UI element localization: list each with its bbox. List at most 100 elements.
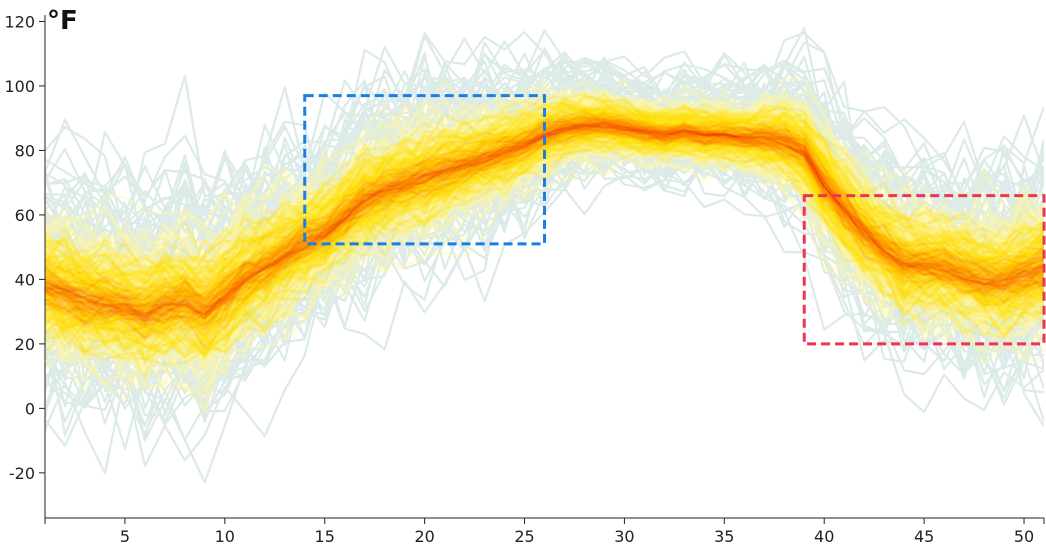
density-trace-low (45, 115, 1044, 337)
density-trace-low (45, 123, 1044, 350)
density-trace-low (45, 88, 1044, 276)
density-trace-low (45, 123, 1044, 368)
y-axis-unit-label: °F (47, 6, 78, 36)
density-trace-low (45, 112, 1044, 329)
density-trace-peak (45, 124, 1044, 317)
density-trace-low (45, 111, 1044, 371)
density-trace-low (45, 103, 1044, 326)
density-trace-mid (45, 133, 1044, 357)
density-trace-mid (45, 109, 1044, 302)
density-trace-low (45, 93, 1044, 323)
density-trace-low (45, 121, 1044, 363)
density-trace-mid (45, 110, 1044, 317)
density-trace-low (45, 101, 1044, 324)
density-trace-high (45, 120, 1044, 329)
density-trace-mid (45, 124, 1044, 333)
density-trace-low (45, 106, 1044, 349)
density-trace-low (45, 102, 1044, 326)
density-trace-low (45, 156, 1044, 411)
density-trace-mid (45, 116, 1044, 320)
blue-highlight (303, 94, 546, 246)
density-trace-mid (45, 112, 1044, 313)
density-trace-high (45, 128, 1044, 349)
y-tick-label: 100 (4, 77, 35, 96)
density-trace-low (45, 102, 1044, 311)
density-trace-high (45, 128, 1044, 324)
density-trace-mid (45, 125, 1044, 331)
density-trace-low (45, 137, 1044, 375)
density-trace-mid (45, 107, 1044, 301)
density-trace-low (45, 144, 1044, 366)
density-trace-high (45, 121, 1044, 323)
density-band (45, 77, 1044, 415)
density-trace-low (45, 107, 1044, 337)
y-tick-label: -20 (9, 464, 35, 483)
density-trace-low (45, 119, 1044, 332)
x-tick-label: 25 (514, 527, 534, 546)
density-trace-mid (45, 114, 1044, 329)
density-trace-mid (45, 113, 1044, 317)
density-trace-peak (45, 121, 1044, 308)
density-trace-low (45, 111, 1044, 302)
y-tick-label: 0 (25, 399, 35, 418)
density-trace-peak (45, 122, 1044, 319)
density-trace-high (45, 120, 1044, 324)
density-trace-high (45, 125, 1044, 325)
y-tick-label: 20 (15, 335, 35, 354)
density-trace-peak (45, 123, 1044, 318)
y-tick-label: 80 (15, 141, 35, 160)
density-trace-mid (45, 124, 1044, 326)
density-trace-mid (45, 123, 1044, 328)
density-trace-low (45, 129, 1044, 357)
density-trace-low (45, 106, 1044, 321)
density-trace-high (45, 125, 1044, 340)
trace-line (45, 65, 1044, 277)
density-trace-high (45, 117, 1044, 302)
density-trace-low (45, 77, 1044, 242)
x-tick-label: 45 (914, 527, 934, 546)
density-trace-high (45, 115, 1044, 319)
y-tick-label: 120 (4, 12, 35, 31)
density-trace-low (45, 91, 1044, 321)
density-trace-mid (45, 113, 1044, 309)
density-trace-mid (45, 122, 1044, 330)
red-highlight (802, 194, 1046, 346)
density-trace-high (45, 132, 1044, 332)
density-trace-high (45, 125, 1044, 323)
density-trace-low (45, 92, 1044, 305)
axes: °F -20 0 20 40 60 80 100 120 5 10 15 20 25 30 35 40 45 50 (4, 6, 1045, 546)
density-trace-low (45, 91, 1044, 286)
density-trace-mid (45, 125, 1044, 340)
density-trace-low (45, 130, 1044, 362)
density-trace-mid (45, 118, 1044, 326)
density-trace-high (45, 124, 1044, 313)
density-trace-mid (45, 111, 1044, 319)
density-trace-low (45, 80, 1044, 254)
density-trace-low (45, 122, 1044, 348)
density-trace-mid (45, 110, 1044, 307)
density-trace-mid (45, 127, 1044, 341)
density-trace-low (45, 88, 1044, 297)
density-trace-low (45, 123, 1044, 329)
density-trace-high (45, 113, 1044, 315)
density-trace-low (45, 98, 1044, 299)
density-trace-low (45, 87, 1044, 279)
density-trace-low (45, 111, 1044, 305)
density-trace-high (45, 127, 1044, 324)
density-trace-mid (45, 122, 1044, 340)
density-trace-low (45, 83, 1044, 272)
density-trace-low (45, 110, 1044, 310)
density-trace-mid (45, 131, 1044, 342)
density-trace-mid (45, 106, 1044, 307)
x-tick-label: 35 (714, 527, 734, 546)
density-trace-low (45, 107, 1044, 304)
density-trace-low (45, 125, 1044, 356)
x-tick-label: 30 (614, 527, 634, 546)
density-trace-mid (45, 112, 1044, 325)
density-trace-low (45, 107, 1044, 321)
density-trace-high (45, 112, 1044, 309)
density-trace-high (45, 118, 1044, 318)
density-trace-low (45, 134, 1044, 390)
density-trace-high (45, 125, 1044, 322)
